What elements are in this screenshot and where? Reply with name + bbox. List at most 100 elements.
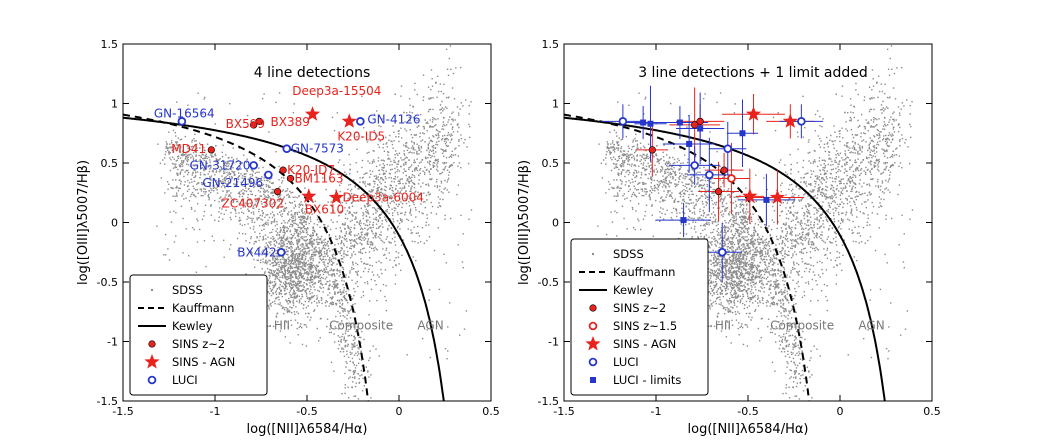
sdss-point	[327, 265, 329, 268]
sdss-point	[203, 157, 205, 160]
sdss-point	[241, 184, 243, 187]
sdss-point	[272, 293, 274, 295]
sdss-point	[359, 198, 361, 201]
sdss-point	[641, 194, 643, 197]
sdss-point	[356, 238, 358, 240]
sdss-point	[367, 228, 370, 230]
sdss-point	[314, 282, 316, 284]
sdss-point	[283, 283, 286, 286]
sdss-point	[394, 175, 397, 178]
sdss-point	[374, 232, 377, 234]
sdss-point	[410, 179, 413, 181]
sdss-point	[292, 234, 295, 237]
sdss-point	[763, 241, 765, 244]
sdss-point	[389, 259, 391, 261]
sdss-point	[367, 183, 369, 185]
sdss-point	[741, 216, 744, 219]
sdss-point	[266, 325, 269, 327]
sdss-point	[342, 351, 345, 353]
sdss-point	[440, 172, 442, 175]
sdss-point	[230, 165, 233, 167]
sdss-point	[261, 215, 264, 217]
sdss-point	[345, 290, 347, 293]
sdss-point	[358, 251, 360, 253]
sdss-point	[237, 177, 239, 179]
sdss-point	[343, 337, 346, 340]
sdss-point	[414, 191, 416, 194]
sdss-point	[262, 258, 264, 260]
sdss-point	[247, 215, 249, 218]
sdss-point	[678, 192, 681, 195]
sdss-point	[273, 220, 276, 222]
sdss-point	[309, 297, 311, 299]
sdss-point	[361, 330, 363, 333]
sdss-point	[367, 371, 369, 373]
sdss-point	[295, 282, 297, 284]
sdss-point	[439, 83, 442, 85]
sdss-point	[341, 320, 343, 322]
sdss-point	[375, 209, 377, 212]
sdss-point	[265, 221, 267, 223]
sdss-point	[375, 218, 377, 220]
sdss-point	[408, 185, 410, 187]
sdss-point	[321, 248, 323, 250]
sdss-point	[344, 346, 347, 348]
sdss-point	[296, 254, 299, 257]
sdss-point	[357, 199, 359, 201]
sdss-point	[289, 266, 291, 268]
sdss-point	[268, 277, 271, 279]
sdss-point	[341, 236, 344, 239]
sdss-point	[783, 296, 786, 298]
sdss-point	[211, 154, 213, 156]
sdss-point	[374, 235, 376, 237]
sdss-point	[237, 200, 239, 203]
sdss-point	[347, 310, 349, 312]
sdss-point	[700, 195, 703, 197]
sdss-point	[373, 218, 375, 220]
sdss-point	[441, 152, 444, 155]
legend-marker-sins-z-2	[148, 340, 156, 348]
sdss-point	[174, 195, 176, 197]
sdss-point	[400, 193, 403, 195]
sdss-point	[351, 266, 353, 269]
sdss-point	[430, 201, 432, 204]
sdss-point	[700, 235, 702, 238]
sdss-point	[343, 287, 345, 289]
sdss-point	[223, 182, 225, 184]
sdss-point	[468, 123, 470, 126]
sdss-point	[354, 235, 356, 237]
sdss-point	[242, 192, 245, 194]
sdss-point	[317, 289, 319, 292]
sdss-point	[639, 160, 641, 162]
sdss-point	[300, 201, 302, 203]
sdss-point	[393, 207, 395, 209]
sdss-point	[627, 173, 630, 176]
sdss-point	[320, 259, 323, 261]
sdss-point	[351, 219, 353, 221]
sdss-point	[286, 278, 289, 281]
sdss-point	[310, 253, 313, 256]
sdss-point	[418, 179, 420, 181]
sdss-point	[310, 273, 312, 276]
sdss-point	[302, 275, 304, 278]
sdss-point	[350, 245, 352, 247]
sdss-point	[666, 154, 668, 156]
sdss-point	[331, 303, 333, 306]
sdss-point	[387, 151, 389, 153]
sdss-point	[256, 237, 259, 239]
sdss-point	[657, 160, 660, 163]
sdss-point	[169, 157, 171, 159]
sdss-point	[288, 196, 290, 198]
sdss-point	[442, 168, 445, 171]
sdss-point	[699, 208, 701, 211]
sdss-point	[400, 127, 402, 129]
sdss-point	[341, 307, 344, 310]
sdss-point	[248, 241, 251, 244]
sdss-point	[288, 256, 290, 259]
sdss-point	[792, 381, 795, 383]
sdss-point	[746, 244, 748, 247]
sdss-point	[422, 125, 425, 128]
sdss-point	[674, 171, 677, 173]
sdss-point	[615, 147, 618, 149]
ticks: -1.5 -1 -0.5 0 0.5-1.5-1-0.500.511.5	[97, 38, 500, 418]
